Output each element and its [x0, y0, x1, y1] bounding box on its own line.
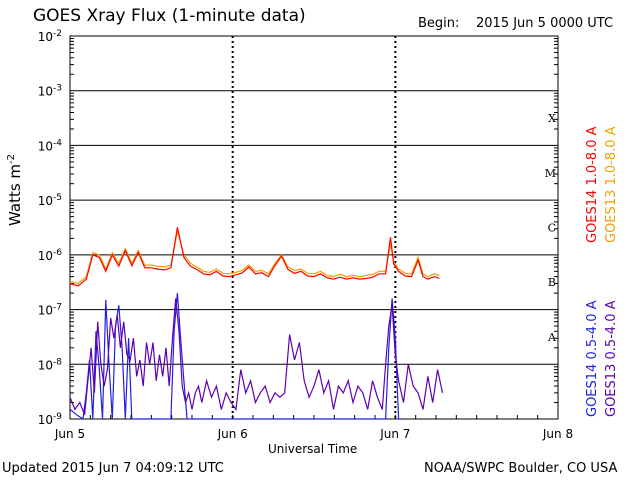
- flare-class-label: X: [548, 112, 556, 125]
- x-tick-label: Jun 6: [217, 427, 248, 441]
- y-tick-label: 10-7: [38, 303, 62, 318]
- y-tick-label: 10-8: [38, 357, 63, 372]
- flare-class-label: M: [545, 167, 556, 180]
- legend-goes14-short: GOES14 0.5-4.0 A: [585, 300, 600, 417]
- begin-timestamp: 2015 Jun 5 0000 UTC: [476, 16, 614, 31]
- y-tick-label: 10-4: [38, 138, 63, 153]
- legend-goes13-long: GOES13 1.0-8.0 A: [604, 126, 619, 243]
- series-goes13-short: [69, 298, 444, 415]
- flare-class-label: B: [548, 276, 556, 289]
- x-tick-label: Jun 5: [54, 427, 85, 441]
- begin-label: Begin:: [418, 16, 460, 31]
- source-credit: NOAA/SWPC Boulder, CO USA: [424, 461, 618, 476]
- x-tick-label: Jun 7: [379, 427, 410, 441]
- legend-goes13-short: GOES13 0.5-4.0 A: [604, 300, 619, 417]
- chart-title: GOES Xray Flux (1-minute data): [33, 6, 306, 26]
- y-tick-label: 10-2: [38, 29, 62, 44]
- y-axis-label: Watts m-2: [6, 153, 24, 226]
- y-tick-label: 10-6: [38, 248, 63, 263]
- flare-class-label: A: [547, 331, 557, 344]
- y-tick-label: 10-5: [38, 193, 62, 208]
- series-goes13-long: [69, 231, 440, 285]
- series-goes14-short: [69, 293, 402, 421]
- x-tick-label: Jun 8: [542, 427, 573, 441]
- series-goes14-long: [69, 227, 440, 287]
- x-axis-label: Universal Time: [268, 442, 358, 456]
- y-tick-label: 10-3: [38, 84, 62, 99]
- legend-goes14-long: GOES14 1.0-8.0 A: [585, 126, 600, 243]
- flare-class-label: C: [548, 222, 556, 235]
- plot-frame: [69, 35, 559, 420]
- y-tick-label: 10-9: [38, 412, 63, 427]
- updated-timestamp: Updated 2015 Jun 7 04:09:12 UTC: [2, 461, 224, 476]
